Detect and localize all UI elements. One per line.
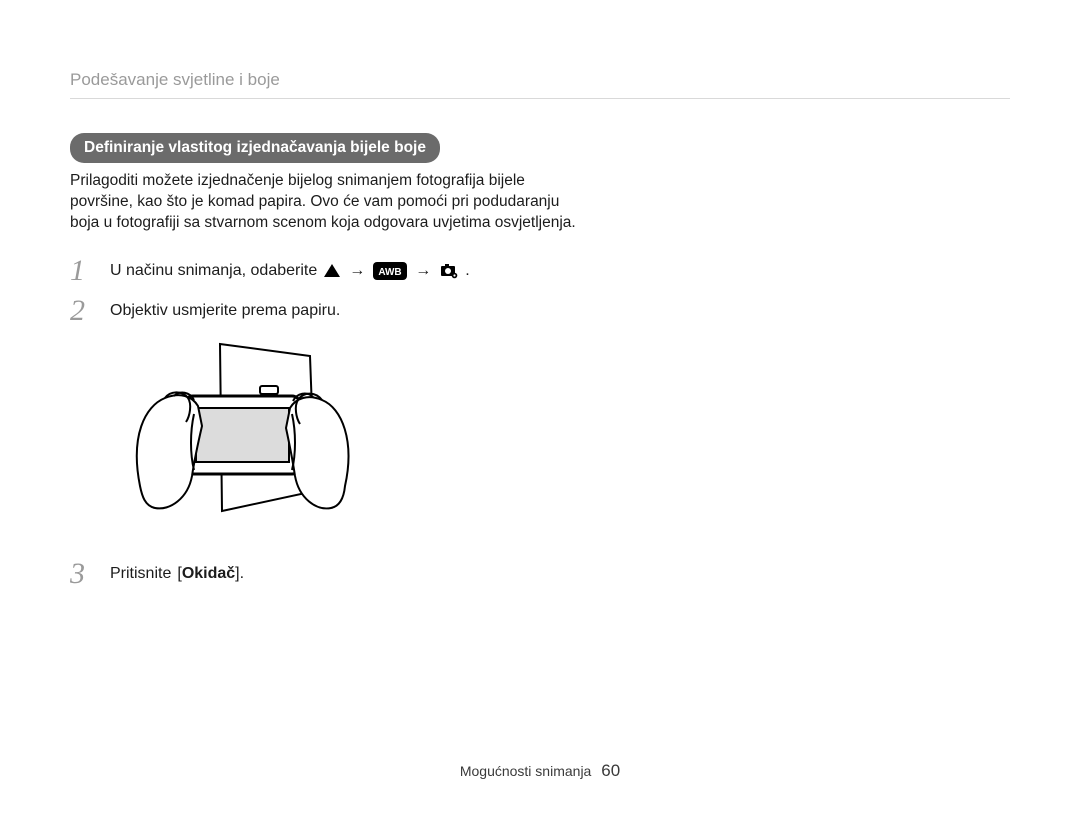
steps-list: 1 U načinu snimanja, odaberite → AWB → <box>70 256 1010 589</box>
step-number: 2 <box>70 296 92 326</box>
camera-paper-illustration <box>110 336 1010 541</box>
step-1: 1 U načinu snimanja, odaberite → AWB → <box>70 256 1010 286</box>
step-3: 3 Pritisnite [Okidač]. <box>70 559 1010 589</box>
section-heading-pill: Definiranje vlastitog izjednačavanja bij… <box>70 133 440 163</box>
shutter-button-label: Okidač <box>182 565 235 582</box>
page-number: 60 <box>601 761 620 780</box>
arrow-icon: → <box>413 262 433 280</box>
step-3-text: Pritisnite <box>110 565 171 583</box>
awb-label: AWB <box>379 267 402 278</box>
manual-page: Podešavanje svjetline i boje Definiranje… <box>0 0 1080 815</box>
breadcrumb: Podešavanje svjetline i boje <box>70 70 1010 99</box>
step-number: 3 <box>70 559 92 589</box>
bracket-close: ]. <box>235 565 244 582</box>
footer-label: Mogućnosti snimanja <box>460 763 592 779</box>
step-1-period: . <box>465 262 469 280</box>
step-1-text: U načinu snimanja, odaberite <box>110 262 317 280</box>
step-body: U načinu snimanja, odaberite → AWB → <box>110 256 470 280</box>
step-body: Pritisnite [Okidač]. <box>110 559 244 583</box>
arrow-icon: → <box>347 262 367 280</box>
step-2: 2 Objektiv usmjerite prema papiru. <box>70 296 1010 326</box>
step-number: 1 <box>70 256 92 286</box>
intro-paragraph: Prilagoditi možete izjednačenje bijelog … <box>70 171 590 234</box>
step-body: Objektiv usmjerite prema papiru. <box>110 296 340 320</box>
up-triangle-icon <box>323 263 341 278</box>
page-footer: Mogućnosti snimanja 60 <box>0 761 1080 781</box>
custom-wb-icon <box>439 262 459 280</box>
awb-icon: AWB <box>373 262 407 280</box>
step-2-text: Objektiv usmjerite prema papiru. <box>110 302 340 320</box>
